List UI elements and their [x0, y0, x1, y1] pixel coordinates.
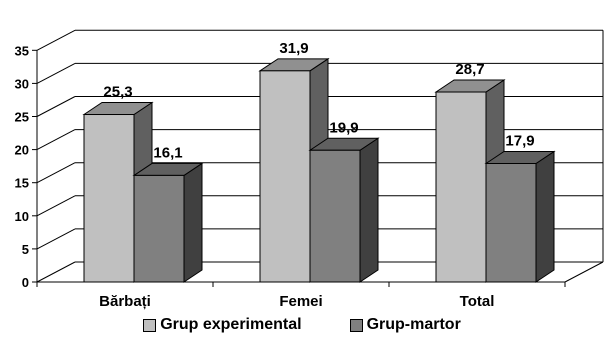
bar-2-1	[485, 163, 537, 283]
bar-side-1-1	[359, 137, 379, 283]
data-label-2-1: 17,9	[505, 133, 534, 150]
gridline-side-5	[36, 228, 76, 250]
legend-swatch-experimental	[143, 318, 157, 332]
legend-label-experimental: Grup experimental	[160, 316, 302, 333]
data-label-1-0: 31,9	[279, 40, 308, 57]
y-tick-label-25: 25	[15, 110, 29, 125]
y-tick-label-15: 15	[15, 176, 29, 191]
legend-label-control: Grup-martor	[366, 316, 461, 333]
y-tick-label-20: 20	[15, 143, 29, 158]
x-tick-label-0: Bărbați	[99, 293, 151, 310]
legend-item-experimental: Grup experimental	[143, 316, 302, 334]
y-tick-label-5: 5	[22, 242, 29, 257]
x-tick-label-2: Total	[460, 293, 495, 310]
bar-chart: 0 5 10 15 20 25 30 35 25,3 16,1 Bărbați 31,9 19,9 Fem…	[15, 29, 604, 310]
bar-2-0	[435, 91, 487, 283]
data-label-2-0: 28,7	[455, 61, 484, 78]
gridline-side-30	[36, 62, 76, 84]
gridline-side-25	[36, 96, 76, 117]
data-label-1-1: 19,9	[329, 119, 358, 136]
x-tick-label-1: Femei	[279, 293, 322, 310]
y-tick-label-35: 35	[15, 43, 29, 58]
legend-item-control: Grup-martor	[349, 316, 461, 334]
bar-side-0-1	[183, 162, 203, 283]
y-tick-label-30: 30	[15, 76, 29, 91]
gridline-side-0	[36, 261, 76, 283]
legend: Grup experimental Grup-martor	[0, 316, 604, 334]
gridline-side-10	[36, 195, 76, 217]
bar-1-0	[259, 70, 311, 283]
gridline-side-35	[36, 29, 76, 51]
gridline-side-20	[36, 129, 76, 151]
bar-1-1	[309, 149, 361, 283]
y-tick-label-0: 0	[22, 275, 29, 290]
legend-swatch-control	[349, 318, 363, 332]
bar-0-1	[133, 174, 185, 283]
data-label-0-0: 25,3	[103, 84, 132, 101]
bar-side-2-1	[535, 150, 555, 283]
bar-0-0	[83, 114, 135, 283]
data-label-0-1: 16,1	[153, 144, 182, 161]
floor-right-edge	[564, 261, 604, 283]
y-tick-label-10: 10	[15, 209, 29, 224]
gridline-side-15	[36, 162, 76, 184]
